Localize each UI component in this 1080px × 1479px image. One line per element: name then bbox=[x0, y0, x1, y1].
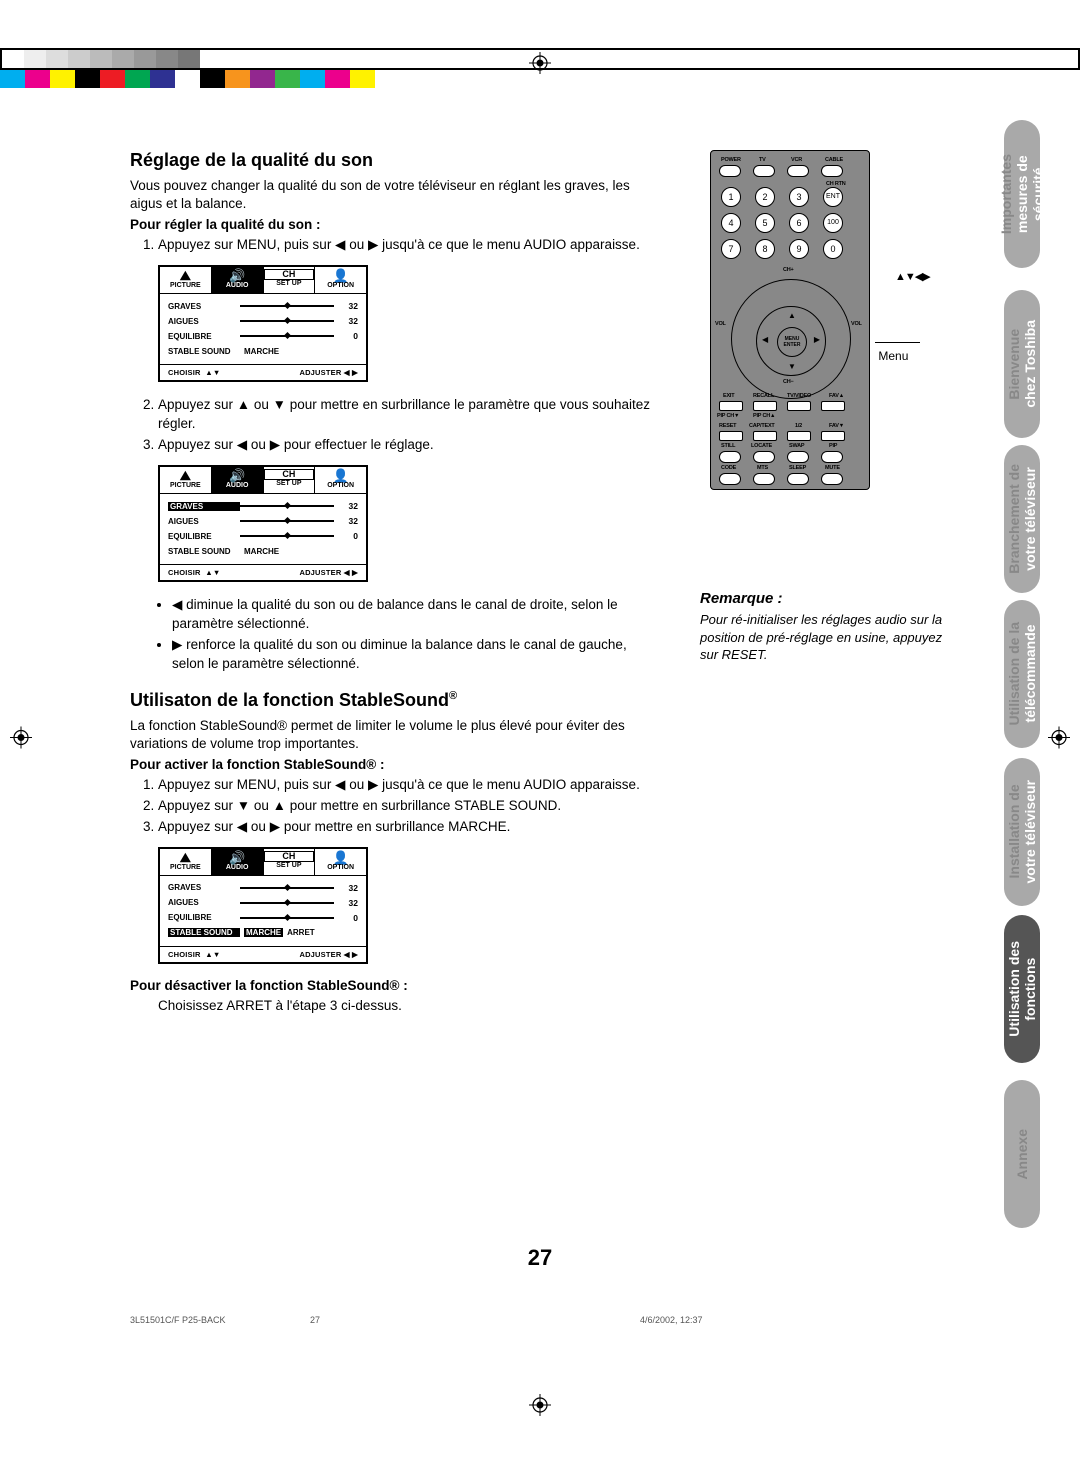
section1-bullets: ◀ diminue la qualité du son ou de balanc… bbox=[172, 596, 660, 674]
menu-callout: Menu bbox=[875, 335, 950, 363]
section2-steps: Appuyez sur MENU, puis sur ◀ ou ▶ jusqu'… bbox=[158, 776, 660, 837]
section2-deact-step: Choisissez ARRET à l'étape 3 ci-dessus. bbox=[158, 997, 660, 1015]
section1-instr-label: Pour régler la qualité du son : bbox=[130, 217, 660, 232]
sidetab-6: Annexe bbox=[1004, 1080, 1040, 1228]
tab-option: 👤OPTION bbox=[315, 267, 366, 293]
section1-step3: Appuyez sur ◀ ou ▶ pour effectuer le rég… bbox=[158, 436, 660, 455]
sidetab-1: Bienvenuechez Toshiba bbox=[1004, 290, 1040, 438]
registration-mark-left bbox=[10, 726, 32, 753]
sidetab-2: Branchement devotre téléviseur bbox=[1004, 445, 1040, 593]
registration-mark-bottom bbox=[529, 1394, 551, 1421]
section2-step3: Appuyez sur ◀ ou ▶ pour mettre en surbri… bbox=[158, 818, 660, 837]
tab-setup: CHSET UP bbox=[264, 267, 316, 293]
sidetab-0: Importantesmesures desécurité bbox=[1004, 120, 1040, 268]
audio-menu-1: ⛰PICTURE 🔊AUDIO CHSET UP 👤OPTION GRAVES3… bbox=[158, 265, 368, 382]
section1-step1: Appuyez sur MENU, puis sur ◀ ou ▶ jusqu'… bbox=[158, 236, 660, 255]
section1-steps: Appuyez sur MENU, puis sur ◀ ou ▶ jusqu'… bbox=[158, 236, 660, 255]
remote-diagram: POWER TV VCR CABLE CH RTN 1 2 3 ENT 4 5 … bbox=[710, 150, 870, 490]
sidetab-5: Utilisation desfonctions bbox=[1004, 915, 1040, 1063]
section2-deact-label: Pour désactiver la fonction StableSound®… bbox=[130, 978, 660, 993]
section1-title: Réglage de la qualité du son bbox=[130, 150, 660, 171]
bullet-decrease: ◀ diminue la qualité du son ou de balanc… bbox=[172, 596, 660, 634]
page-number: 27 bbox=[528, 1245, 552, 1271]
remarque-title: Remarque : bbox=[700, 590, 950, 607]
section1-steps-cont: Appuyez sur ▲ ou ▼ pour mettre en surbri… bbox=[158, 396, 660, 455]
remarque-text: Pour ré-initialiser les réglages audio s… bbox=[700, 611, 950, 664]
remarque-box: Remarque : Pour ré-initialiser les régla… bbox=[700, 590, 950, 664]
tab-picture: ⛰PICTURE bbox=[160, 267, 212, 293]
section1-step2: Appuyez sur ▲ ou ▼ pour mettre en surbri… bbox=[158, 396, 660, 434]
sidetab-3: Utilisation de latélécommande bbox=[1004, 600, 1040, 748]
registration-mark-top bbox=[529, 52, 551, 79]
arrow-glyphs: ▲▼◀▶ bbox=[895, 270, 930, 283]
footer-num: 27 bbox=[310, 1315, 320, 1325]
sidetab-4: Installation devotre téléviseur bbox=[1004, 758, 1040, 906]
section2-step1: Appuyez sur MENU, puis sur ◀ ou ▶ jusqu'… bbox=[158, 776, 660, 795]
section1-intro: Vous pouvez changer la qualité du son de… bbox=[130, 177, 660, 213]
bullet-increase: ▶ renforce la qualité du son ou diminue … bbox=[172, 636, 660, 674]
audio-menu-3: ⛰PICTURE 🔊AUDIO CHSET UP 👤OPTION GRAVES3… bbox=[158, 847, 368, 964]
footer-date: 4/6/2002, 12:37 bbox=[640, 1315, 703, 1325]
registration-mark-right bbox=[1048, 726, 1070, 753]
footer-file: 3L51501C/F P25-BACK bbox=[130, 1315, 226, 1325]
section2-instr-label: Pour activer la fonction StableSound® : bbox=[130, 757, 660, 772]
tab-audio: 🔊AUDIO bbox=[212, 267, 264, 293]
section2-title: Utilisaton de la fonction StableSound® bbox=[130, 690, 660, 711]
section2-intro: La fonction StableSound® permet de limit… bbox=[130, 717, 660, 753]
audio-menu-2: ⛰PICTURE 🔊AUDIO CHSET UP 👤OPTION GRAVES3… bbox=[158, 465, 368, 582]
section2-step2: Appuyez sur ▼ ou ▲ pour mettre en surbri… bbox=[158, 797, 660, 816]
